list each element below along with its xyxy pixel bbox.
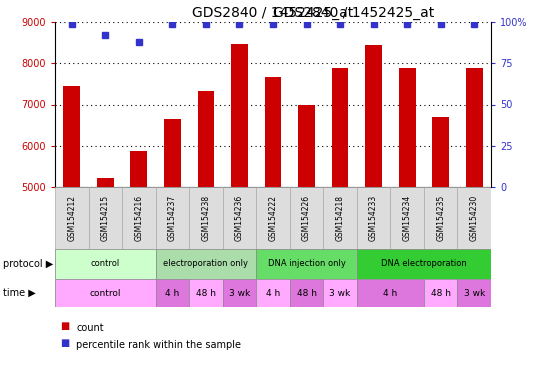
Text: DNA electroporation: DNA electroporation [381,260,467,268]
Bar [298,105,315,187]
Text: count: count [77,323,104,333]
Bar [357,249,491,279]
Text: GSM154236: GSM154236 [235,195,244,241]
Bar [256,279,290,307]
Bar [189,187,222,249]
Bar [55,279,155,307]
Bar [424,187,457,249]
Bar [290,279,323,307]
Text: 48 h: 48 h [196,288,216,298]
Text: 4 h: 4 h [266,288,280,298]
Text: 4 h: 4 h [383,288,398,298]
Bar [433,117,449,187]
Text: GSM154234: GSM154234 [403,195,412,241]
Text: GSM154233: GSM154233 [369,195,378,241]
Bar [256,187,290,249]
Bar [365,45,382,187]
Bar [222,279,256,307]
Bar [399,68,415,187]
Bar [457,187,491,249]
Bar [198,91,214,187]
Bar [164,119,181,187]
Bar [466,68,482,187]
Bar [130,151,147,187]
Text: percentile rank within the sample: percentile rank within the sample [77,340,241,350]
Text: 48 h: 48 h [296,288,317,298]
Bar [97,178,114,187]
Bar [63,86,80,187]
Text: GSM154237: GSM154237 [168,195,177,241]
Text: 3 wk: 3 wk [464,288,485,298]
Bar [290,187,323,249]
Text: control: control [90,288,121,298]
Text: time ▶: time ▶ [3,288,35,298]
Bar [323,279,357,307]
Text: GSM154212: GSM154212 [68,195,76,241]
Title: GDS2840 / 1452425_at: GDS2840 / 1452425_at [192,6,354,20]
Text: ■: ■ [61,321,70,331]
Bar [231,44,248,187]
Bar [189,279,222,307]
Bar [265,77,281,187]
Bar [222,187,256,249]
Text: control: control [91,260,120,268]
Text: 48 h: 48 h [431,288,451,298]
Text: GSM154215: GSM154215 [101,195,110,241]
Text: GSM154222: GSM154222 [269,195,278,241]
Text: protocol ▶: protocol ▶ [3,259,53,269]
Text: 3 wk: 3 wk [229,288,250,298]
Text: GSM154238: GSM154238 [202,195,211,241]
Text: DNA injection only: DNA injection only [267,260,346,268]
Text: 3 wk: 3 wk [330,288,351,298]
Bar [155,249,256,279]
Text: GDS2840 / 1452425_at: GDS2840 / 1452425_at [273,6,434,20]
Text: electroporation only: electroporation only [163,260,248,268]
Bar [332,68,348,187]
Bar [390,187,424,249]
Text: GSM154216: GSM154216 [135,195,143,241]
Text: GSM154230: GSM154230 [470,195,479,241]
Bar [122,187,155,249]
Bar [55,187,88,249]
Bar [155,187,189,249]
Bar [256,249,357,279]
Bar [55,249,155,279]
Bar [155,279,189,307]
Text: GSM154218: GSM154218 [336,195,345,241]
Text: 4 h: 4 h [165,288,180,298]
Text: GSM154235: GSM154235 [436,195,445,241]
Bar [88,187,122,249]
Bar [424,279,457,307]
Bar [457,279,491,307]
Bar [357,279,424,307]
Text: ■: ■ [61,338,70,349]
Text: GSM154226: GSM154226 [302,195,311,241]
Bar [357,187,390,249]
Bar [323,187,357,249]
